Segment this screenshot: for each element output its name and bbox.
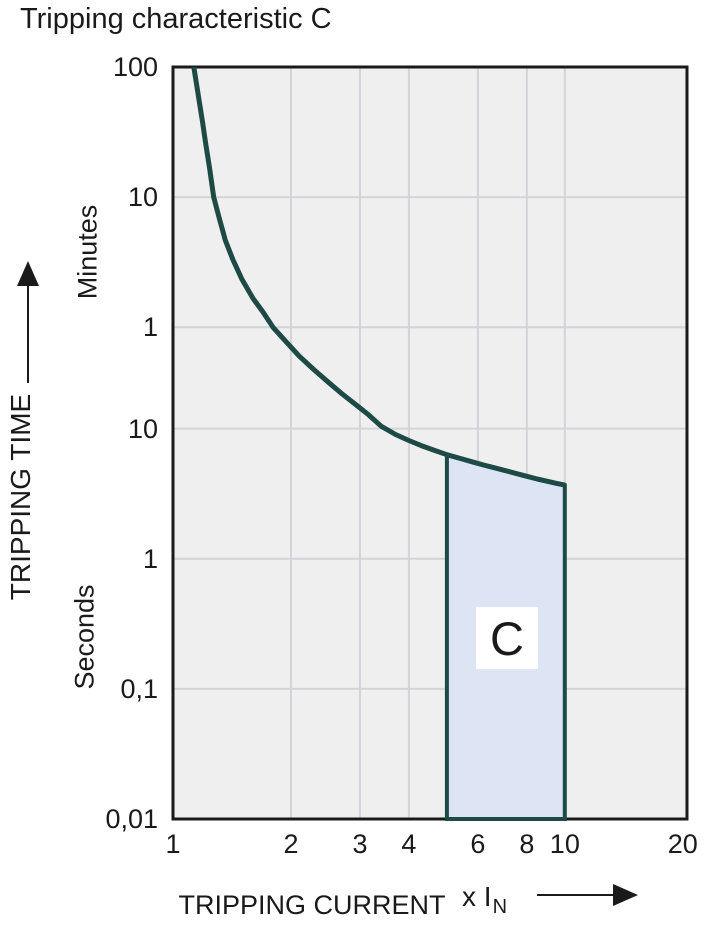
x-axis-unit: x IN <box>462 881 507 918</box>
y-tick-seconds-1: 1 <box>142 543 158 574</box>
x-tick-10: 10 <box>549 829 580 859</box>
x-tick-20: 20 <box>667 829 698 859</box>
tripping-curve <box>191 66 566 488</box>
y-tick-seconds-0_1: 0,1 <box>120 673 158 704</box>
x-tick-1: 1 <box>165 829 181 859</box>
y-axis-unit-minutes: Minutes <box>72 204 103 300</box>
x-axis-arrow-icon <box>613 884 638 906</box>
x-axis-unit-prefix: x I <box>462 881 492 912</box>
y-tick-seconds-0_01: 0,01 <box>105 804 158 834</box>
region-label-box: C <box>476 607 538 669</box>
x-tick-6: 6 <box>470 829 486 859</box>
x-tick-3: 3 <box>352 829 368 859</box>
y-axis-unit-seconds: Seconds <box>69 584 100 690</box>
region-label: C <box>490 612 524 665</box>
x-axis-title: TRIPPING CURRENT <box>178 890 446 920</box>
figure-title: Tripping characteristic C <box>20 3 332 35</box>
plot-area <box>173 67 687 819</box>
x-tick-2: 2 <box>283 829 299 859</box>
y-tick-minutes-100: 100 <box>112 52 158 82</box>
y-tick-minutes-10: 10 <box>127 182 158 213</box>
y-axis-title: TRIPPING TIME <box>5 393 36 601</box>
x-axis-unit-subscript: N <box>492 896 508 918</box>
plot-border <box>171 65 689 821</box>
x-tick-4: 4 <box>401 829 417 859</box>
y-tick-seconds-10: 10 <box>127 413 158 444</box>
x-tick-8: 8 <box>519 829 535 859</box>
y-axis-arrow-icon <box>17 261 39 286</box>
y-tick-minutes-1: 1 <box>142 312 158 343</box>
